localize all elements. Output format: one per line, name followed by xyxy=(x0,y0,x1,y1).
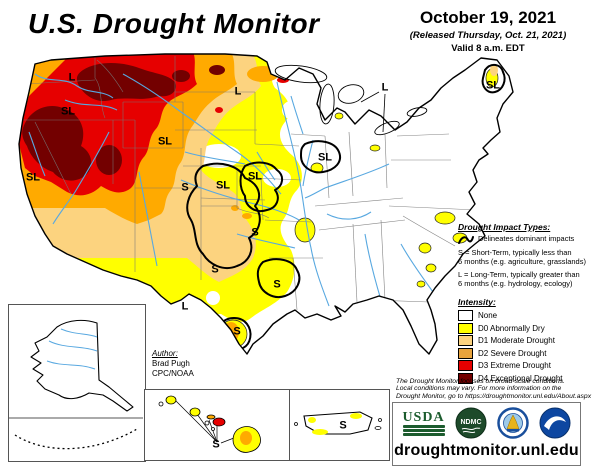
ndmc-logo: NDMC xyxy=(455,407,487,439)
usda-logo: USDA xyxy=(402,410,445,436)
author-block: Author: Brad Pugh CPC/NOAA xyxy=(152,349,194,379)
intensity-item-d1: D1 Moderate Drought xyxy=(458,335,610,347)
short-term-definition: S = Short-Term, typically less than 6 mo… xyxy=(458,248,586,266)
map-date: October 19, 2021 xyxy=(419,8,557,27)
date-block: October 19, 2021 (Released Thursday, Oct… xyxy=(368,8,608,54)
impact-boundaries xyxy=(186,64,506,352)
alaska-inset xyxy=(8,304,146,462)
swatch-none xyxy=(458,310,473,322)
puerto-rico-map xyxy=(294,411,382,435)
svg-text:NDMC: NDMC xyxy=(460,419,481,426)
dominant-impact-squiggle-icon xyxy=(458,236,474,244)
conus-outline xyxy=(18,53,514,355)
puerto-rico-inset xyxy=(289,389,390,461)
long-term-definition: L = Long-Term, typically greater than 6 … xyxy=(458,270,580,288)
intensity-item-d3: D3 Extreme Drought xyxy=(458,360,610,372)
swatch-d3 xyxy=(458,360,473,372)
footer-logos-box: USDA NDMC droughtmonitor.unl.edu xyxy=(392,402,581,466)
noaa-logo xyxy=(539,407,571,439)
hawaii-map xyxy=(158,395,261,453)
author-org: CPC/NOAA xyxy=(152,369,194,378)
delineates-label: Delineates dominant impacts xyxy=(478,234,575,244)
intensity-item-none: None xyxy=(458,310,610,322)
aleutian-islands xyxy=(14,428,138,450)
intensity-item-d2: D2 Severe Drought xyxy=(458,347,610,359)
disclaimer-text: The Drought Monitor focuses on broad-sca… xyxy=(396,378,592,400)
commerce-logo xyxy=(496,407,529,439)
hawaii-inset xyxy=(144,389,291,461)
author-heading: Author: xyxy=(152,349,178,358)
swatch-d4 xyxy=(458,372,473,384)
swatch-d2 xyxy=(458,347,473,359)
swatch-d1 xyxy=(458,335,473,347)
release-date: (Released Thursday, Oct. 21, 2021) xyxy=(409,30,567,41)
intensity-item-d4: D4 Exceptional Drought xyxy=(458,372,610,384)
website-url: droughtmonitor.unl.edu xyxy=(394,442,579,459)
alaska-map xyxy=(9,319,143,450)
intensity-item-d0: D0 Abnormally Dry xyxy=(458,322,610,334)
rivers xyxy=(28,73,434,307)
swatch-d0 xyxy=(458,322,473,334)
author-name: Brad Pugh xyxy=(152,359,190,368)
page-title: U.S. Drought Monitor xyxy=(28,8,320,39)
legend-panel: Drought Impact Types: Delineates dominan… xyxy=(458,222,610,385)
valid-time: Valid 8 a.m. EDT xyxy=(451,43,525,54)
impact-types-heading: Drought Impact Types: xyxy=(458,222,551,232)
michigan-label-leader-lines xyxy=(360,91,386,133)
intensity-heading: Intensity: xyxy=(458,297,496,308)
